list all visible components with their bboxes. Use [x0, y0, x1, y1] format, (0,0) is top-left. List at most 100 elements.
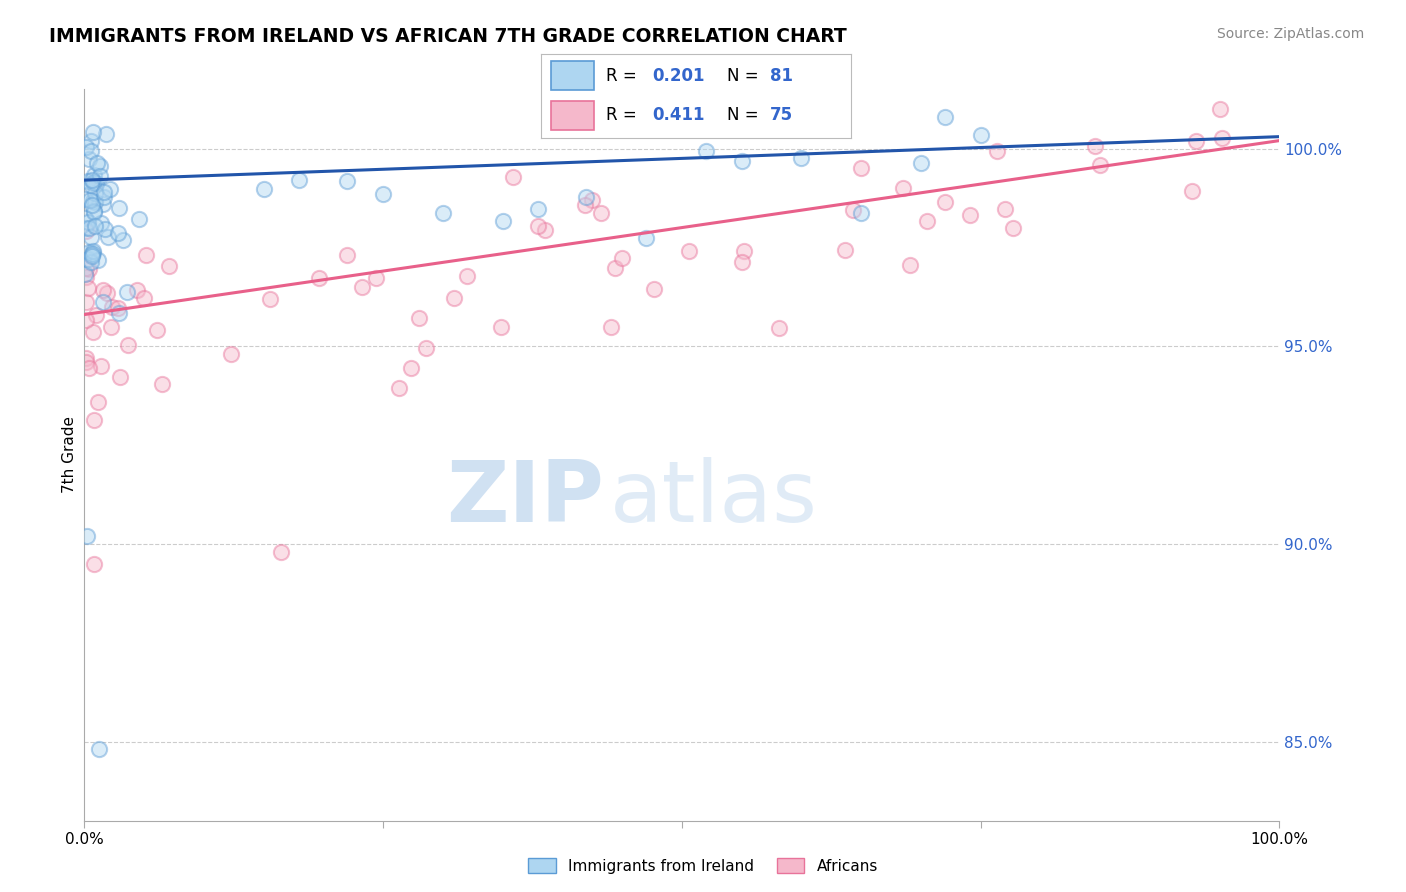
Point — [388, 381, 411, 395]
Point — [84, 176, 107, 190]
Point — [93, 185, 115, 199]
Point — [77, 152, 100, 166]
Point — [82, 173, 104, 187]
Point — [959, 208, 981, 222]
Point — [91, 197, 114, 211]
Point — [643, 282, 665, 296]
Text: 81: 81 — [770, 67, 793, 85]
Point — [432, 206, 454, 220]
Point — [910, 156, 932, 170]
Text: R =: R = — [606, 67, 643, 85]
Point — [75, 192, 97, 206]
Point — [107, 226, 129, 240]
Point — [636, 230, 658, 244]
Point — [86, 252, 108, 267]
Point — [678, 244, 700, 259]
Point — [76, 252, 98, 266]
Point — [79, 255, 101, 269]
Point — [90, 216, 112, 230]
Point — [94, 127, 117, 141]
Point — [75, 351, 97, 365]
Point — [695, 144, 717, 158]
Point — [127, 283, 149, 297]
Point — [80, 229, 103, 244]
Text: N =: N = — [727, 106, 763, 124]
Point — [101, 300, 124, 314]
Text: 75: 75 — [770, 106, 793, 124]
Point — [100, 320, 122, 334]
Point — [75, 294, 97, 309]
Point — [986, 145, 1008, 159]
Point — [128, 212, 150, 227]
Point — [83, 413, 105, 427]
Point — [83, 204, 105, 219]
Text: R =: R = — [606, 106, 643, 124]
Point — [75, 140, 97, 154]
Point — [87, 742, 110, 756]
Point — [83, 169, 105, 183]
Point — [731, 153, 754, 168]
Point — [336, 248, 359, 262]
Point — [82, 325, 104, 339]
Bar — [551, 101, 593, 130]
Point — [851, 161, 873, 176]
Bar — [551, 62, 593, 90]
Point — [527, 202, 550, 217]
Point — [366, 271, 388, 285]
Point — [145, 323, 167, 337]
Point — [270, 545, 292, 559]
Point — [733, 244, 755, 259]
Point — [408, 310, 430, 325]
Point — [80, 144, 103, 158]
Point — [80, 135, 103, 149]
Point — [82, 177, 104, 191]
Point — [219, 347, 242, 361]
Point — [253, 182, 276, 196]
Point — [599, 320, 621, 334]
Point — [97, 230, 120, 244]
Point — [80, 249, 103, 263]
Point — [492, 213, 515, 227]
Point — [152, 376, 174, 391]
Point — [1185, 135, 1208, 149]
Point — [731, 254, 754, 268]
Point — [83, 176, 105, 190]
Point — [1209, 102, 1232, 116]
Point — [612, 251, 634, 265]
Text: 0.201: 0.201 — [652, 67, 706, 85]
Point — [415, 341, 437, 355]
Text: IMMIGRANTS FROM IRELAND VS AFRICAN 7TH GRADE CORRELATION CHART: IMMIGRANTS FROM IRELAND VS AFRICAN 7TH G… — [49, 27, 846, 45]
Text: N =: N = — [727, 67, 763, 85]
Point — [77, 174, 100, 188]
Point — [934, 110, 956, 124]
Point — [75, 269, 97, 284]
Point — [934, 194, 956, 209]
Point — [82, 244, 104, 259]
Point — [108, 201, 131, 215]
Text: 0.411: 0.411 — [652, 106, 706, 124]
Point — [575, 189, 598, 203]
Legend: Immigrants from Ireland, Africans: Immigrants from Ireland, Africans — [522, 852, 884, 880]
Point — [108, 369, 131, 384]
Point — [75, 355, 97, 369]
Point — [82, 246, 104, 260]
Point — [834, 244, 856, 258]
Point — [288, 172, 311, 186]
Point — [84, 194, 107, 209]
Point — [898, 258, 921, 272]
Point — [259, 292, 281, 306]
Point — [83, 205, 105, 219]
Point — [851, 206, 873, 220]
Point — [157, 259, 180, 273]
Point — [89, 169, 111, 183]
Point — [768, 321, 790, 335]
Point — [91, 294, 114, 309]
Point — [77, 261, 100, 276]
Point — [75, 260, 97, 275]
Point — [308, 271, 330, 285]
Point — [89, 159, 111, 173]
Text: atlas: atlas — [610, 458, 818, 541]
Point — [87, 394, 110, 409]
Point — [527, 219, 550, 234]
Point — [84, 186, 107, 201]
